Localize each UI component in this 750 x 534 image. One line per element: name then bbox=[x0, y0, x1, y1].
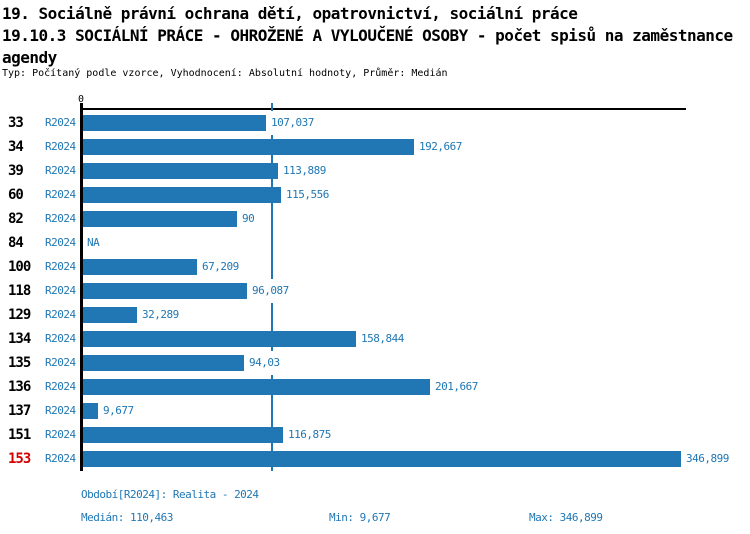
row-category-label: 118 bbox=[8, 283, 31, 299]
bar-value-label: 158,844 bbox=[360, 327, 405, 351]
report-title-line-2: 19.10.3 SOCIÁLNÍ PRÁCE - OHROŽENÉ A VYLO… bbox=[2, 26, 733, 45]
bar bbox=[83, 115, 266, 131]
bar-value-label: 113,889 bbox=[282, 159, 327, 183]
period-label: Období[R2024]: Realita - 2024 bbox=[81, 488, 259, 501]
row-category-label: 137 bbox=[8, 403, 31, 419]
bar-value-label: 32,289 bbox=[141, 303, 180, 327]
bar bbox=[83, 403, 98, 419]
row-category-label: 100 bbox=[8, 259, 31, 275]
chart-row: 118 R2024 96,087 bbox=[0, 279, 750, 303]
chart-row: 34 R2024 192,667 bbox=[0, 135, 750, 159]
report-subtitle: Typ: Počítaný podle vzorce, Vyhodnocení:… bbox=[2, 68, 448, 79]
row-series-label: R2024 bbox=[45, 236, 76, 249]
bar bbox=[83, 187, 281, 203]
bar-value-label: NA bbox=[86, 231, 101, 255]
bar-value-label: 9,677 bbox=[102, 399, 135, 423]
chart-row: 60 R2024 115,556 bbox=[0, 183, 750, 207]
chart-row: 100 R2024 67,209 bbox=[0, 255, 750, 279]
row-category-label: 82 bbox=[8, 211, 24, 227]
row-category-label: 134 bbox=[8, 331, 31, 347]
min-stat: Min: 9,677 bbox=[329, 511, 391, 524]
bar bbox=[83, 331, 356, 347]
row-category-label: 129 bbox=[8, 307, 31, 323]
median-stat: Medián: 110,463 bbox=[81, 511, 173, 524]
max-stat: Max: 346,899 bbox=[529, 511, 603, 524]
row-series-label: R2024 bbox=[45, 452, 76, 465]
row-category-label: 33 bbox=[8, 115, 24, 131]
chart-row: 39 R2024 113,889 bbox=[0, 159, 750, 183]
bar-value-label: 107,037 bbox=[270, 111, 315, 135]
row-series-label: R2024 bbox=[45, 164, 76, 177]
y-axis-line bbox=[80, 103, 83, 471]
chart-row: 137 R2024 9,677 bbox=[0, 399, 750, 423]
bar-value-label: 192,667 bbox=[418, 135, 463, 159]
x-axis-line bbox=[81, 108, 686, 110]
row-category-label: 151 bbox=[8, 427, 31, 443]
row-series-label: R2024 bbox=[45, 140, 76, 153]
row-series-label: R2024 bbox=[45, 260, 76, 273]
bar-value-label: 94,03 bbox=[248, 351, 281, 375]
row-series-label: R2024 bbox=[45, 380, 76, 393]
bar-value-label: 116,875 bbox=[287, 423, 332, 447]
chart-row: 136 R2024 201,667 bbox=[0, 375, 750, 399]
bar bbox=[83, 379, 430, 395]
chart-row: 135 R2024 94,03 bbox=[0, 351, 750, 375]
report-title-line-1: 19. Sociálně právní ochrana dětí, opatro… bbox=[2, 4, 578, 23]
bar bbox=[83, 355, 244, 371]
row-category-label: 136 bbox=[8, 379, 31, 395]
chart-row: 153 R2024 346,899 bbox=[0, 447, 750, 471]
chart-row: 82 R2024 90 bbox=[0, 207, 750, 231]
bar-value-label: 90 bbox=[241, 207, 256, 231]
bar-value-label: 201,667 bbox=[434, 375, 479, 399]
row-category-label: 34 bbox=[8, 139, 24, 155]
bar-chart: 0 33 R2024 107,037 34 R2024 192,667 39 R2024 113… bbox=[0, 94, 750, 471]
bar-value-label: 346,899 bbox=[685, 447, 730, 471]
bar bbox=[83, 259, 197, 275]
row-series-label: R2024 bbox=[45, 332, 76, 345]
row-series-label: R2024 bbox=[45, 116, 76, 129]
chart-row: 151 R2024 116,875 bbox=[0, 423, 750, 447]
bar-value-label: 96,087 bbox=[251, 279, 290, 303]
x-axis-zero-label: 0 bbox=[77, 94, 85, 105]
report-title-line-3: agendy bbox=[2, 48, 57, 67]
row-series-label: R2024 bbox=[45, 212, 76, 225]
bar bbox=[83, 163, 278, 179]
row-series-label: R2024 bbox=[45, 404, 76, 417]
row-category-label: 60 bbox=[8, 187, 24, 203]
bar-value-label: 67,209 bbox=[201, 255, 240, 279]
chart-row: 129 R2024 32,289 bbox=[0, 303, 750, 327]
bar bbox=[83, 451, 681, 467]
chart-row: 33 R2024 107,037 bbox=[0, 111, 750, 135]
bar bbox=[83, 307, 137, 323]
row-category-label: 153 bbox=[8, 451, 31, 467]
row-series-label: R2024 bbox=[45, 428, 76, 441]
row-series-label: R2024 bbox=[45, 188, 76, 201]
row-category-label: 84 bbox=[8, 235, 24, 251]
chart-row: 134 R2024 158,844 bbox=[0, 327, 750, 351]
bar bbox=[83, 283, 247, 299]
bar-value-label: 115,556 bbox=[285, 183, 330, 207]
bar bbox=[83, 211, 237, 227]
row-category-label: 135 bbox=[8, 355, 31, 371]
row-series-label: R2024 bbox=[45, 284, 76, 297]
row-series-label: R2024 bbox=[45, 308, 76, 321]
bar bbox=[83, 139, 414, 155]
row-series-label: R2024 bbox=[45, 356, 76, 369]
bar bbox=[83, 427, 283, 443]
row-category-label: 39 bbox=[8, 163, 24, 179]
chart-row: 84 R2024 NA bbox=[0, 231, 750, 255]
